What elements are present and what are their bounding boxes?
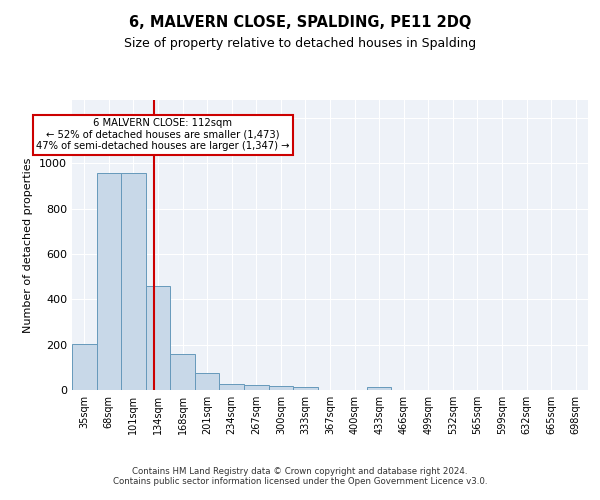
Text: 6, MALVERN CLOSE, SPALDING, PE11 2DQ: 6, MALVERN CLOSE, SPALDING, PE11 2DQ [129, 15, 471, 30]
Bar [170, 354, 195, 390]
Bar [293, 388, 318, 390]
Bar [146, 286, 170, 390]
Bar [97, 172, 121, 390]
Bar [72, 344, 97, 390]
Text: Contains HM Land Registry data © Crown copyright and database right 2024.: Contains HM Land Registry data © Crown c… [132, 467, 468, 476]
Bar [367, 388, 391, 390]
Text: Contains public sector information licensed under the Open Government Licence v3: Contains public sector information licen… [113, 477, 487, 486]
Bar [244, 385, 269, 390]
Bar [121, 172, 146, 390]
Bar [220, 384, 244, 390]
Text: 6 MALVERN CLOSE: 112sqm
← 52% of detached houses are smaller (1,473)
47% of semi: 6 MALVERN CLOSE: 112sqm ← 52% of detache… [36, 118, 290, 152]
Text: Size of property relative to detached houses in Spalding: Size of property relative to detached ho… [124, 38, 476, 51]
Bar [195, 374, 220, 390]
Y-axis label: Number of detached properties: Number of detached properties [23, 158, 34, 332]
Bar [269, 386, 293, 390]
